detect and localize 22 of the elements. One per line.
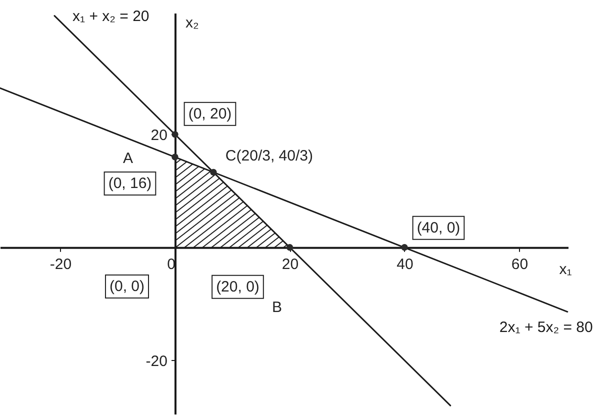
- point: [286, 244, 294, 251]
- x-tick-label: 0: [167, 256, 176, 273]
- series-label: 2x₁ + 5x₂ = 80: [499, 318, 593, 336]
- point: [172, 131, 178, 138]
- annotation: (40, 0): [416, 219, 460, 236]
- annotation: C(20/3, 40/3): [225, 147, 313, 164]
- annotation: (0, 0): [109, 278, 145, 295]
- point: [172, 154, 178, 160]
- annotation: B: [272, 299, 282, 316]
- y-axis-title: x₂: [185, 14, 199, 32]
- x-tick-label: 40: [396, 256, 414, 273]
- annotation: A: [122, 150, 133, 168]
- annotation: (0, 16): [108, 175, 152, 192]
- series-label: x₁ + x₂ = 20: [72, 8, 150, 25]
- x-tick-label: -20: [50, 256, 72, 273]
- point: [210, 168, 217, 176]
- annotation: (20, 0): [216, 278, 260, 296]
- annotation: (0, 20): [188, 105, 232, 122]
- point: [401, 244, 408, 251]
- x-tick-label: 20: [282, 256, 299, 273]
- x-tick-label: 60: [511, 256, 528, 273]
- x-axis-title: x₁: [559, 260, 572, 278]
